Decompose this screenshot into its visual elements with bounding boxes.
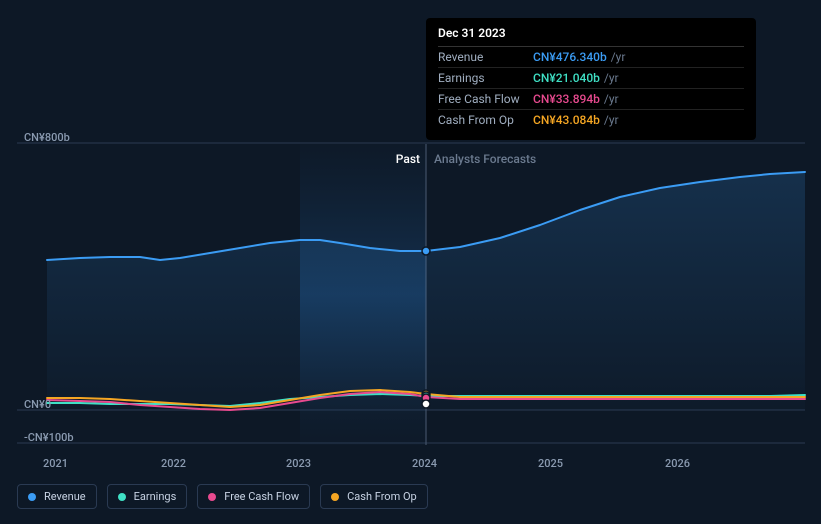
chart-legend: Revenue Earnings Free Cash Flow Cash From O…	[17, 484, 428, 509]
legend-item-revenue[interactable]: Revenue	[17, 484, 97, 509]
tooltip-value: CN¥21.040b	[533, 71, 600, 85]
x-axis-label: 2026	[665, 457, 690, 470]
tooltip-unit: /yr	[604, 71, 619, 85]
tooltip-label: Revenue	[438, 50, 533, 64]
legend-label: Earnings	[134, 490, 177, 503]
tooltip-row: EarningsCN¥21.040b/yr	[438, 68, 744, 89]
tooltip-unit: /yr	[604, 113, 619, 127]
legend-item-fcf[interactable]: Free Cash Flow	[197, 484, 310, 509]
y-axis-label: CN¥0	[24, 398, 51, 411]
legend-label: Free Cash Flow	[224, 490, 299, 503]
tooltip-unit: /yr	[611, 50, 626, 64]
x-axis-label: 2024	[412, 457, 437, 470]
x-axis-label: 2023	[286, 457, 311, 470]
legend-item-earnings[interactable]: Earnings	[107, 484, 188, 509]
tooltip-label: Cash From Op	[438, 113, 533, 127]
legend-dot-icon	[118, 493, 126, 501]
y-axis-label: CN¥800b	[24, 131, 70, 144]
x-axis-label: 2025	[538, 457, 563, 470]
chart-tooltip: Dec 31 2023RevenueCN¥476.340b/yrEarnings…	[426, 18, 756, 140]
legend-dot-icon	[28, 493, 36, 501]
tooltip-value: CN¥43.084b	[533, 113, 600, 127]
tooltip-unit: /yr	[604, 92, 619, 106]
tooltip-label: Free Cash Flow	[438, 92, 533, 106]
tooltip-label: Earnings	[438, 71, 533, 85]
revenue-marker	[422, 247, 430, 255]
x-axis-label: 2022	[161, 457, 186, 470]
x-axis-label: 2021	[43, 457, 68, 470]
legend-label: Revenue	[44, 490, 86, 503]
tooltip-row: RevenueCN¥476.340b/yr	[438, 47, 744, 68]
tooltip-value: CN¥33.894b	[533, 92, 600, 106]
legend-item-cfo[interactable]: Cash From Op	[320, 484, 428, 509]
tooltip-date: Dec 31 2023	[438, 26, 744, 47]
tooltip-row: Free Cash FlowCN¥33.894b/yr	[438, 89, 744, 110]
tooltip-value: CN¥476.340b	[533, 50, 607, 64]
y-axis-label: -CN¥100b	[24, 431, 74, 444]
legend-dot-icon	[208, 493, 216, 501]
legend-label: Cash From Op	[347, 490, 417, 503]
zero-marker	[422, 400, 430, 408]
section-label-past: Past	[380, 152, 420, 166]
tooltip-row: Cash From OpCN¥43.084b/yr	[438, 110, 744, 130]
section-label-forecast: Analysts Forecasts	[434, 152, 536, 166]
legend-dot-icon	[331, 493, 339, 501]
